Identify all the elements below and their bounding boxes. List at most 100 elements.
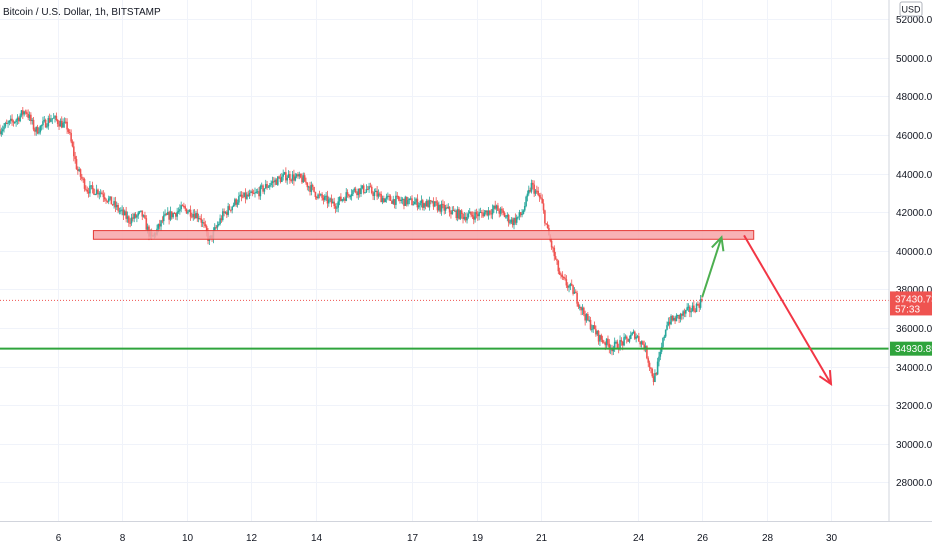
candle-body bbox=[389, 196, 392, 201]
candle-body bbox=[578, 306, 581, 308]
candle-body bbox=[507, 214, 510, 223]
candle-body bbox=[3, 126, 5, 130]
candle-body bbox=[7, 122, 9, 124]
candle-body bbox=[397, 196, 400, 200]
candle-body bbox=[541, 198, 544, 204]
candle-body bbox=[440, 203, 443, 212]
price-tick-label: 42000.00 bbox=[896, 208, 932, 219]
candle-body bbox=[250, 191, 252, 194]
candle-body bbox=[307, 186, 310, 188]
candle-body bbox=[479, 212, 482, 214]
candle-body bbox=[98, 193, 101, 195]
candle-body bbox=[699, 299, 702, 308]
candle-body bbox=[604, 342, 607, 346]
candle-body bbox=[573, 291, 576, 294]
candle-body bbox=[294, 176, 297, 181]
currency-label[interactable]: USD bbox=[899, 1, 923, 17]
candle-body bbox=[199, 218, 201, 220]
candle-body bbox=[341, 199, 344, 201]
candle-body bbox=[664, 329, 667, 337]
candle-body bbox=[187, 211, 189, 214]
candle-body bbox=[391, 200, 393, 204]
candle-body bbox=[644, 346, 647, 349]
candle-body bbox=[690, 311, 692, 313]
candle-body bbox=[22, 110, 24, 115]
candle-body bbox=[122, 209, 125, 216]
price-tick-label: 40000.00 bbox=[896, 247, 932, 258]
candle-body bbox=[129, 222, 131, 224]
candle-body bbox=[545, 223, 548, 225]
candle-body bbox=[676, 314, 679, 316]
candle-body bbox=[298, 173, 301, 177]
candle-body bbox=[59, 120, 62, 127]
candle-body bbox=[35, 126, 38, 132]
candle-body bbox=[613, 341, 616, 348]
candle-body bbox=[600, 335, 603, 340]
candle-body bbox=[580, 306, 582, 311]
candle-body bbox=[242, 196, 244, 198]
candle-body bbox=[599, 335, 601, 342]
projection-up-arrow[interactable] bbox=[701, 235, 725, 298]
projection-down-arrow-head bbox=[818, 369, 833, 386]
candle-body bbox=[126, 216, 129, 219]
candle-body bbox=[31, 119, 34, 122]
price-tick-label: 32000.00 bbox=[896, 401, 932, 412]
candle-body bbox=[658, 356, 660, 362]
candle-body bbox=[20, 110, 23, 116]
candle-body bbox=[685, 310, 687, 314]
candle-body bbox=[266, 184, 268, 188]
bar-countdown: 57:33 bbox=[895, 304, 920, 315]
candle-body bbox=[629, 334, 632, 339]
price-axis[interactable]: 28000.00 30000.00 32000.00 34000.00 36000.00… bbox=[896, 15, 932, 489]
candle-body bbox=[87, 191, 90, 194]
candle-body bbox=[89, 185, 91, 194]
grid bbox=[0, 0, 889, 521]
candle-body bbox=[79, 169, 82, 177]
candle-body bbox=[638, 336, 640, 342]
candle-body bbox=[138, 211, 141, 213]
candle-body bbox=[691, 305, 694, 312]
time-axis[interactable]: 6 8 10 12 14 17 19 21 24 26 28 30 bbox=[56, 533, 838, 544]
candle-body bbox=[223, 211, 225, 214]
candle-body bbox=[317, 194, 319, 199]
candle-body bbox=[650, 367, 652, 369]
candle-body bbox=[291, 174, 294, 181]
candle-body bbox=[421, 200, 424, 208]
candle-body bbox=[64, 121, 67, 123]
candle-body bbox=[336, 207, 338, 209]
candle-body bbox=[639, 341, 641, 345]
candle-body bbox=[597, 330, 600, 342]
candle-body bbox=[162, 215, 165, 222]
candle-body bbox=[196, 212, 199, 219]
candle-body bbox=[403, 198, 405, 206]
candle-body bbox=[311, 184, 314, 187]
projection-down-arrow[interactable] bbox=[743, 234, 833, 386]
candle-body bbox=[56, 119, 59, 125]
candle-body bbox=[274, 179, 276, 183]
candle-body bbox=[168, 211, 170, 220]
candle-body bbox=[322, 197, 325, 200]
candle-body bbox=[436, 202, 439, 211]
symbol-title[interactable]: Bitcoin / U.S. Dollar, 1h, BITSTAMP bbox=[3, 7, 161, 18]
candle-body bbox=[693, 305, 695, 311]
candle-body bbox=[498, 210, 501, 214]
candle-body bbox=[591, 329, 593, 331]
candle-body bbox=[193, 213, 196, 219]
time-tick-label: 24 bbox=[633, 533, 645, 544]
candle-body bbox=[318, 194, 321, 196]
candle-body bbox=[376, 190, 378, 197]
candle-body bbox=[679, 313, 682, 319]
price-tick-label: 28000.00 bbox=[896, 478, 932, 489]
candle-body bbox=[458, 209, 460, 219]
candle-body bbox=[419, 202, 421, 206]
candle-body bbox=[366, 189, 369, 191]
candle-body bbox=[227, 206, 229, 215]
candle-body bbox=[408, 198, 411, 201]
drawings[interactable] bbox=[0, 230, 889, 386]
resistance-zone[interactable] bbox=[92, 230, 755, 240]
candle-body bbox=[165, 213, 168, 215]
candle-body bbox=[493, 205, 495, 210]
candle-body bbox=[145, 218, 148, 230]
